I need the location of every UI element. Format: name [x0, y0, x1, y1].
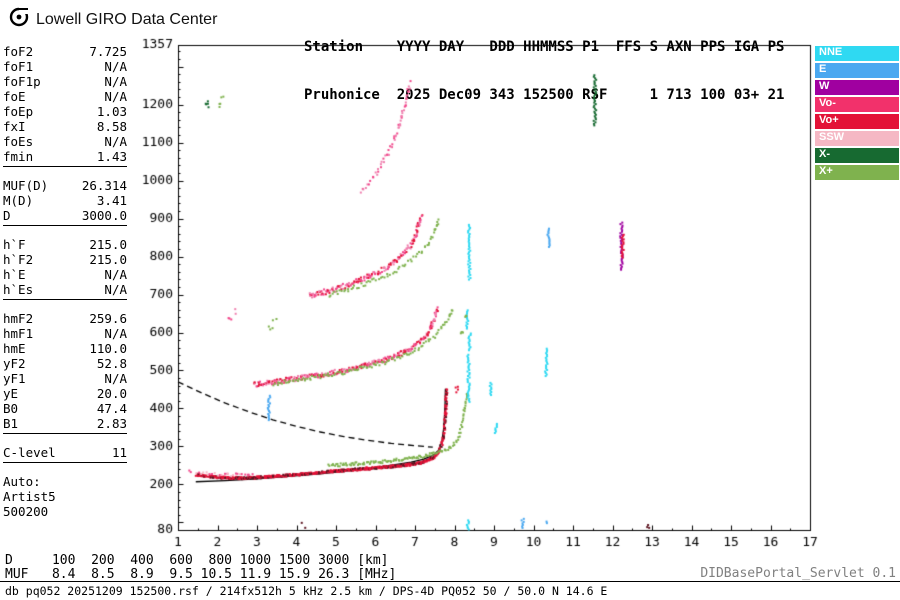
legend-item-nne: NNE — [815, 46, 899, 61]
direction-legend: NNE E W Vo- Vo+ SSW X- X+ — [815, 46, 899, 182]
legend-item-x: X- — [815, 148, 899, 163]
legend-item-vo: Vo- — [815, 97, 899, 112]
muf-row: MUF 8.4 8.5 8.9 9.5 10.5 11.9 15.9 26.3 … — [5, 567, 397, 582]
legend-item-x: X+ — [815, 165, 899, 180]
legend-item-w: W — [815, 80, 899, 95]
distance-row: D 100 200 400 600 800 1000 1500 3000 [km… — [5, 553, 389, 568]
measurement-info: db pq052 20251209 152500.rsf / 214fx512h… — [5, 584, 608, 598]
servlet-version: DIDBasePortal_Servlet 0.1 — [700, 566, 896, 581]
legend-item-e: E — [815, 63, 899, 78]
legend-item-vo: Vo+ — [815, 114, 899, 129]
footer-divider — [0, 581, 900, 582]
legend-item-ssw: SSW — [815, 131, 899, 146]
